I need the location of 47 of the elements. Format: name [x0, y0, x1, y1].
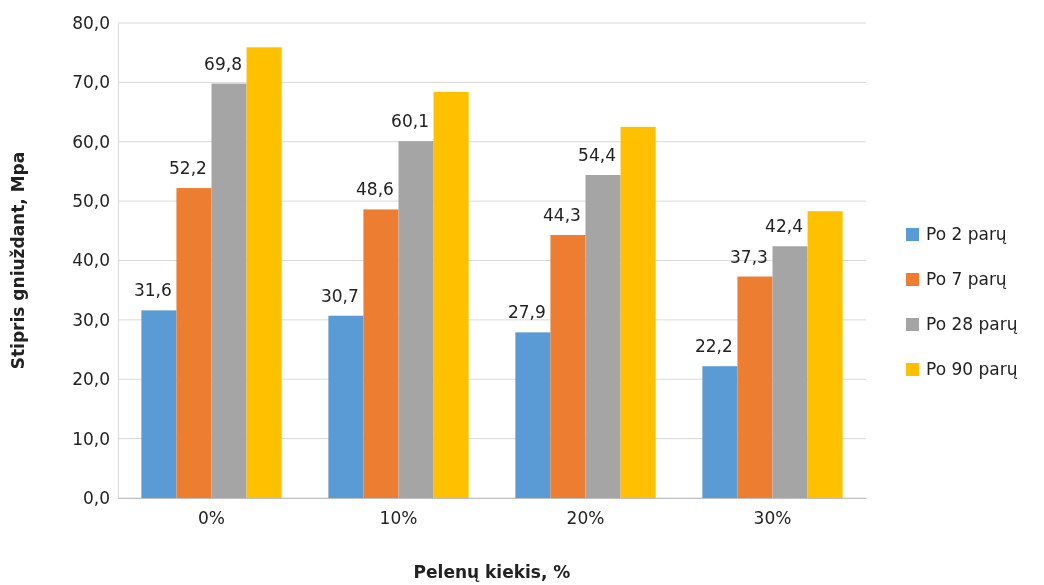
- data-label: 30,7: [320, 285, 359, 306]
- bar: [620, 126, 656, 498]
- bar: [702, 366, 738, 498]
- legend-label: Po 7 parų: [926, 269, 1007, 289]
- bar: [363, 209, 399, 498]
- legend-label: Po 90 parų: [926, 359, 1018, 379]
- data-label: 60,1: [391, 111, 429, 132]
- data-label: 44,3: [543, 204, 581, 225]
- bar: [550, 234, 586, 498]
- x-tick-label: 10%: [379, 508, 418, 529]
- legend-label: Po 28 parų: [926, 314, 1018, 334]
- bar: [398, 141, 434, 498]
- bar: [328, 315, 364, 498]
- y-tick-label: 30,0: [72, 309, 110, 330]
- data-label: 22,2: [694, 336, 733, 357]
- data-label: 48,6: [356, 179, 394, 200]
- data-label: 54,4: [578, 145, 616, 165]
- data-label: 69,8: [204, 53, 242, 74]
- bar: [211, 83, 247, 498]
- y-tick-label: 50,0: [72, 191, 110, 212]
- y-tick-label: 80,0: [72, 12, 110, 33]
- bar: [772, 246, 808, 498]
- data-label: 42,4: [765, 216, 803, 237]
- data-label: 27,9: [507, 302, 546, 323]
- bar: [141, 310, 177, 498]
- bar: [515, 332, 551, 498]
- bar: [433, 91, 469, 498]
- y-tick-label: 70,0: [72, 72, 110, 93]
- legend-label: Po 2 parų: [926, 224, 1007, 244]
- x-tick-label: 0%: [198, 508, 225, 529]
- data-label: 31,6: [133, 280, 172, 301]
- y-tick-label: 20,0: [72, 369, 110, 390]
- bar: [585, 175, 621, 498]
- y-tick-label: 60,0: [72, 131, 110, 152]
- x-tick-label: 30%: [753, 508, 792, 529]
- data-label: 52,2: [169, 158, 207, 179]
- bar: [737, 276, 773, 498]
- y-axis-title: Stipris gniuždant, Mpa: [8, 151, 28, 370]
- y-tick-label: 40,0: [72, 250, 110, 271]
- bar: [246, 47, 282, 498]
- x-tick-label: 20%: [566, 508, 605, 529]
- bar: [807, 211, 843, 498]
- y-tick-label: 10,0: [72, 428, 110, 449]
- data-label: 37,3: [730, 246, 768, 267]
- bar: [176, 188, 212, 498]
- x-axis-title: Pelenų kiekis, %: [413, 562, 571, 582]
- y-tick-label: 0,0: [82, 487, 110, 508]
